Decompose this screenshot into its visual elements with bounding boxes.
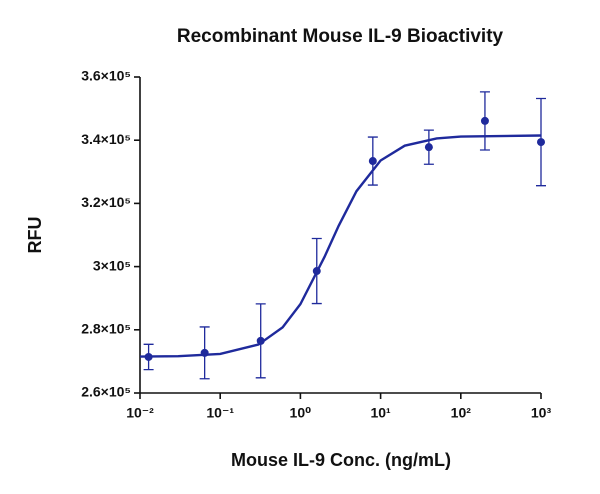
x-tick-label: 10⁰: [290, 405, 312, 421]
x-tick-label: 10²: [451, 405, 472, 421]
y-tick-label: 3.4×10⁵: [81, 131, 131, 147]
y-axis-title: RFU: [25, 217, 45, 254]
chart-title: Recombinant Mouse IL-9 Bioactivity: [177, 26, 504, 47]
fit-curve: [139, 134, 542, 358]
data-point: [256, 336, 265, 345]
x-tick-label: 10¹: [370, 405, 391, 421]
data-point: [200, 348, 209, 357]
x-tick-label: 10⁻¹: [206, 405, 234, 421]
data-point: [144, 352, 153, 361]
data-point: [312, 267, 321, 276]
x-tick-label: 10⁻²: [126, 405, 154, 421]
y-tick-label: 2.6×10⁵: [81, 384, 131, 400]
y-tick-label: 3.6×10⁵: [81, 68, 131, 84]
y-tick-label: 3.2×10⁵: [81, 194, 131, 210]
data-point: [368, 157, 377, 166]
x-tick-label: 10³: [531, 405, 552, 421]
data-point: [537, 138, 545, 147]
y-tick-label: 3×10⁵: [93, 257, 131, 273]
y-tick-label: 2.8×10⁵: [81, 321, 131, 337]
data-point: [424, 143, 433, 152]
data-point: [480, 116, 489, 125]
x-axis-title: Mouse IL-9 Conc. (ng/mL): [231, 450, 451, 470]
